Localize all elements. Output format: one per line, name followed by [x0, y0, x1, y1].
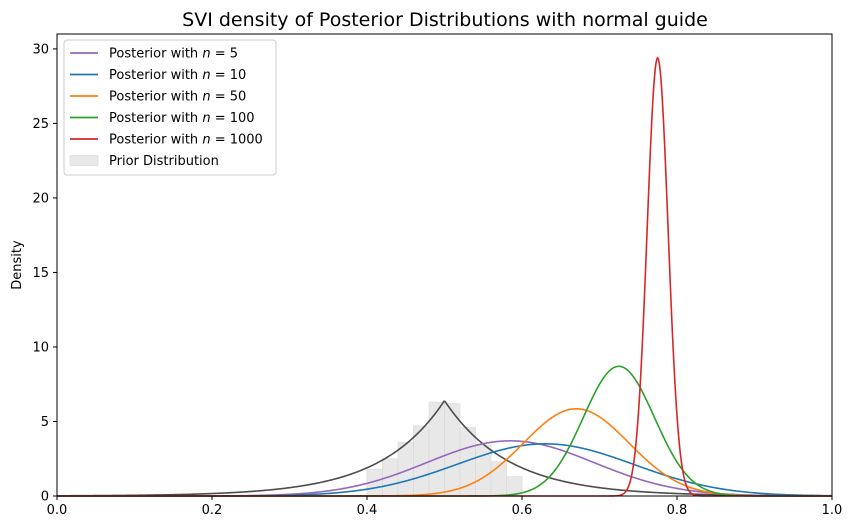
y-axis-label: Density — [10, 240, 25, 290]
legend-frame — [63, 39, 277, 176]
y-tick-label: 10 — [32, 340, 49, 355]
legend-label: Posterior with n = 5 — [109, 47, 238, 62]
legend-label: Posterior with n = 100 — [109, 111, 255, 126]
x-axis: 0.0 0.2 0.4 0.6 0.8 1.0 — [47, 496, 843, 518]
plot-area — [56, 56, 833, 497]
x-tick-label: 0.2 — [202, 503, 223, 518]
x-tick-label: 1.0 — [822, 503, 843, 518]
prior-kde-line — [56, 400, 832, 497]
y-axis: 0 5 10 15 20 25 30 — [32, 42, 57, 505]
y-tick-label: 25 — [32, 117, 49, 132]
axes-frame — [56, 33, 833, 497]
legend-label: Prior Distribution — [109, 154, 219, 169]
x-tick-label: 0.4 — [357, 503, 378, 518]
prior-histogram-bar — [428, 401, 445, 497]
legend-label: Posterior with n = 1000 — [109, 133, 263, 148]
legend-label: Posterior with n = 50 — [109, 90, 246, 105]
y-tick-label: 5 — [41, 415, 49, 430]
y-tick-label: 15 — [32, 266, 49, 281]
y-tick-label: 20 — [32, 191, 49, 206]
prior-histogram-bar — [413, 425, 430, 497]
y-tick-label: 0 — [41, 490, 49, 505]
legend: Posterior with n = 5 Posterior with n = 1… — [63, 39, 277, 176]
x-tick-label: 0.0 — [47, 503, 68, 518]
legend-label: Posterior with n = 10 — [109, 68, 246, 83]
x-tick-label: 0.8 — [667, 503, 688, 518]
chart-title: SVI density of Posterior Distributions w… — [182, 9, 708, 31]
y-tick-label: 30 — [32, 42, 49, 57]
x-tick-label: 0.6 — [512, 503, 533, 518]
legend-swatch — [69, 155, 99, 166]
